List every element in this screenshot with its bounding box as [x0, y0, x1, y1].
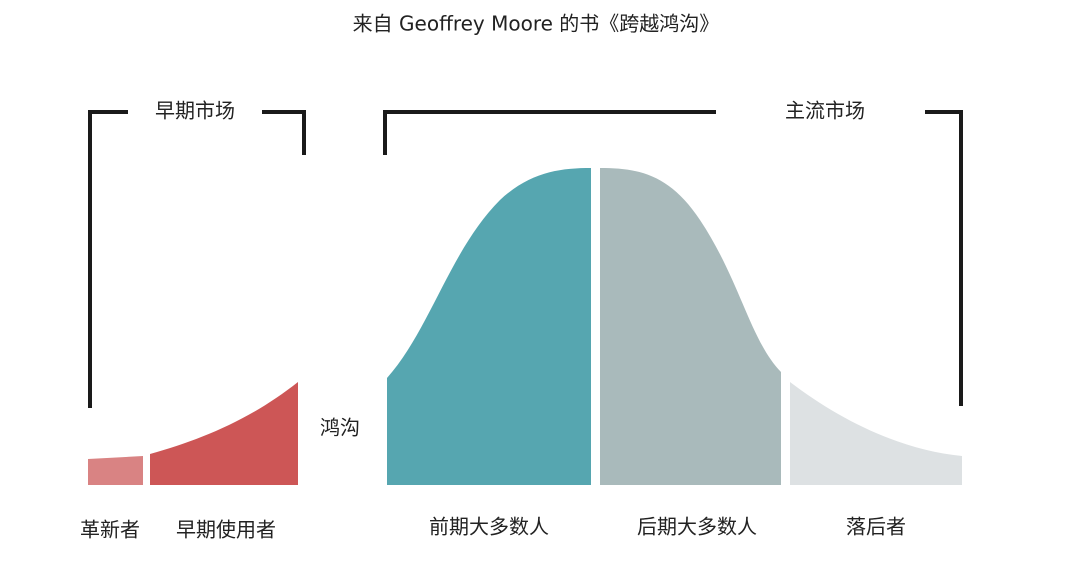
innovators-area — [88, 456, 143, 485]
segment-label: 早期使用者 — [176, 518, 276, 542]
segment-label: 落后者 — [846, 515, 906, 539]
title: 来自 Geoffrey Moore 的书《跨越鸿沟》 — [353, 12, 720, 36]
segment-label: 前期大多数人 — [429, 515, 549, 539]
late-majority-area — [600, 168, 781, 485]
mainstream-market-bracket — [925, 110, 963, 406]
chasm-label: 鸿沟 — [320, 416, 360, 440]
mainstream-market-label: 主流市场 — [785, 99, 865, 123]
early-majority-area — [387, 168, 591, 485]
segment-label: 后期大多数人 — [637, 515, 757, 539]
laggards-area — [790, 382, 962, 485]
early-adopters-area — [150, 382, 298, 485]
early-market-bracket — [88, 110, 128, 408]
mainstream-market-bracket — [383, 110, 716, 155]
early-market-label: 早期市场 — [155, 99, 235, 123]
early-market-bracket — [262, 110, 306, 155]
segment-label: 革新者 — [80, 518, 140, 542]
